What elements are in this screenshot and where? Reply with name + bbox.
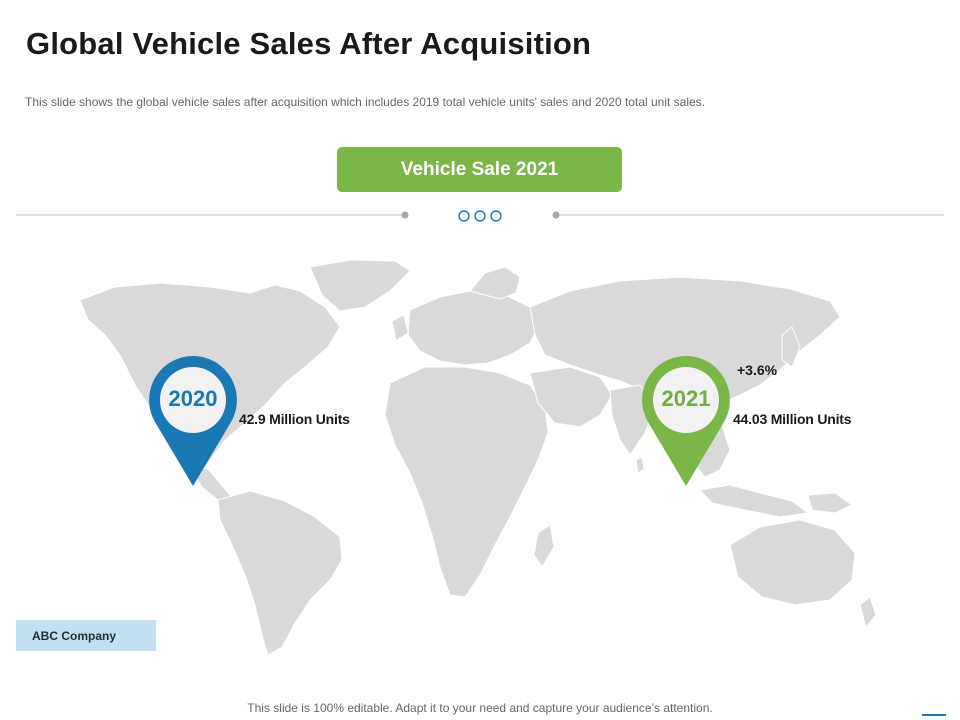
marker-year-2021: 2021 <box>661 386 711 411</box>
page-subtitle: This slide shows the global vehicle sale… <box>25 95 706 109</box>
marker-2020: 2020 <box>147 354 239 490</box>
vehicle-sale-banner: Vehicle Sale 2021 <box>337 147 622 192</box>
marker-units-2021: 44.03 Million Units <box>733 411 852 427</box>
map-pin-2020-icon <box>149 356 237 486</box>
company-tag: ABC Company <box>16 620 156 651</box>
company-name: ABC Company <box>32 628 117 643</box>
marker-year-2020: 2020 <box>168 386 218 411</box>
marker-2021: 2021 <box>640 354 732 490</box>
divider-line <box>16 210 944 222</box>
carousel-dots-icon <box>458 210 502 222</box>
footer-note: This slide is 100% editable. Adapt it to… <box>247 701 713 715</box>
growth-label: +3.6% <box>737 362 778 378</box>
map-pin-2021-icon <box>642 356 730 486</box>
corner-accent <box>922 714 946 716</box>
marker-units-2020: 42.9 Million Units <box>239 411 350 427</box>
page-title: Global Vehicle Sales After Acquisition <box>26 26 592 61</box>
banner-label: Vehicle Sale 2021 <box>400 158 559 180</box>
